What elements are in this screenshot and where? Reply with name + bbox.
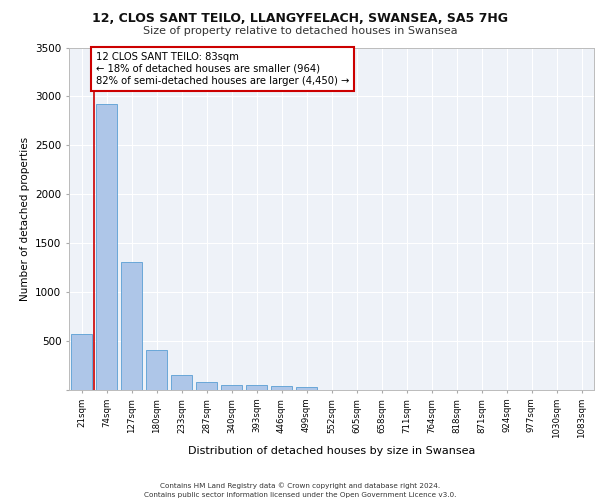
Text: Size of property relative to detached houses in Swansea: Size of property relative to detached ho… [143,26,457,36]
Bar [296,386,317,390]
Bar [246,386,267,390]
Bar [96,104,117,390]
X-axis label: Distribution of detached houses by size in Swansea: Distribution of detached houses by size … [188,446,475,456]
Bar [221,384,242,390]
Bar [271,386,292,390]
Bar [146,350,167,390]
Bar [121,262,142,390]
Text: 12, CLOS SANT TEILO, LLANGYFELACH, SWANSEA, SA5 7HG: 12, CLOS SANT TEILO, LLANGYFELACH, SWANS… [92,12,508,26]
Bar [196,382,217,390]
Y-axis label: Number of detached properties: Number of detached properties [20,136,29,301]
Text: 12 CLOS SANT TEILO: 83sqm
← 18% of detached houses are smaller (964)
82% of semi: 12 CLOS SANT TEILO: 83sqm ← 18% of detac… [96,52,349,86]
Text: Contains HM Land Registry data © Crown copyright and database right 2024.
Contai: Contains HM Land Registry data © Crown c… [144,482,456,498]
Bar [171,375,192,390]
Bar [71,334,92,390]
